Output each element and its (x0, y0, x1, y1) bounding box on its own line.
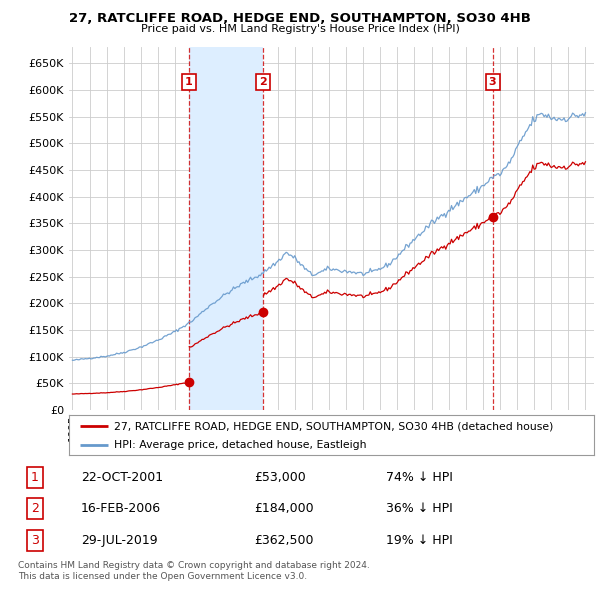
Text: 1: 1 (185, 77, 193, 87)
Text: £362,500: £362,500 (254, 533, 313, 546)
Text: 29-JUL-2019: 29-JUL-2019 (81, 533, 158, 546)
Text: £184,000: £184,000 (254, 502, 314, 516)
Text: 2: 2 (259, 77, 266, 87)
Text: HPI: Average price, detached house, Eastleigh: HPI: Average price, detached house, East… (113, 440, 366, 450)
Text: Price paid vs. HM Land Registry's House Price Index (HPI): Price paid vs. HM Land Registry's House … (140, 24, 460, 34)
Text: 27, RATCLIFFE ROAD, HEDGE END, SOUTHAMPTON, SO30 4HB: 27, RATCLIFFE ROAD, HEDGE END, SOUTHAMPT… (69, 12, 531, 25)
Text: 3: 3 (489, 77, 496, 87)
Text: 2: 2 (31, 502, 39, 516)
Text: 22-OCT-2001: 22-OCT-2001 (81, 471, 163, 484)
Text: Contains HM Land Registry data © Crown copyright and database right 2024.: Contains HM Land Registry data © Crown c… (18, 560, 370, 569)
Text: 74% ↓ HPI: 74% ↓ HPI (386, 471, 453, 484)
Text: £53,000: £53,000 (254, 471, 305, 484)
Text: 1: 1 (31, 471, 39, 484)
Text: 3: 3 (31, 533, 39, 546)
Text: 19% ↓ HPI: 19% ↓ HPI (386, 533, 453, 546)
Bar (189, 47, 263, 410)
Text: 16-FEB-2006: 16-FEB-2006 (81, 502, 161, 516)
Text: 36% ↓ HPI: 36% ↓ HPI (386, 502, 453, 516)
Text: This data is licensed under the Open Government Licence v3.0.: This data is licensed under the Open Gov… (18, 572, 307, 581)
Text: 27, RATCLIFFE ROAD, HEDGE END, SOUTHAMPTON, SO30 4HB (detached house): 27, RATCLIFFE ROAD, HEDGE END, SOUTHAMPT… (113, 421, 553, 431)
